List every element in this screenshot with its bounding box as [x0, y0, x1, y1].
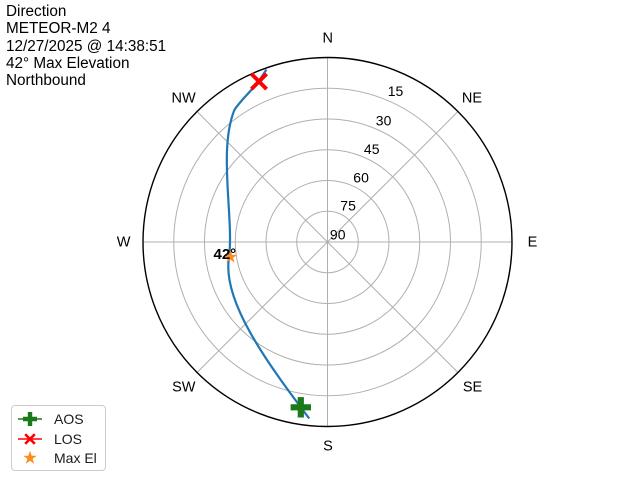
- svg-text:E: E: [528, 235, 538, 251]
- svg-text:30: 30: [376, 113, 392, 129]
- svg-text:SW: SW: [172, 379, 196, 395]
- svg-text:SE: SE: [463, 379, 483, 395]
- svg-text:LOS: LOS: [54, 431, 82, 447]
- svg-text:NE: NE: [462, 91, 482, 107]
- svg-text:42°: 42°: [214, 246, 237, 263]
- svg-text:Max El: Max El: [54, 450, 97, 466]
- svg-text:90: 90: [330, 226, 346, 242]
- svg-text:N: N: [323, 31, 333, 47]
- svg-text:AOS: AOS: [54, 411, 84, 427]
- svg-text:15: 15: [388, 83, 404, 99]
- svg-text:60: 60: [353, 170, 369, 186]
- svg-text:W: W: [117, 235, 131, 251]
- svg-text:S: S: [323, 439, 333, 455]
- svg-text:45: 45: [364, 141, 380, 157]
- svg-text:75: 75: [340, 198, 356, 214]
- svg-text:NW: NW: [172, 91, 196, 107]
